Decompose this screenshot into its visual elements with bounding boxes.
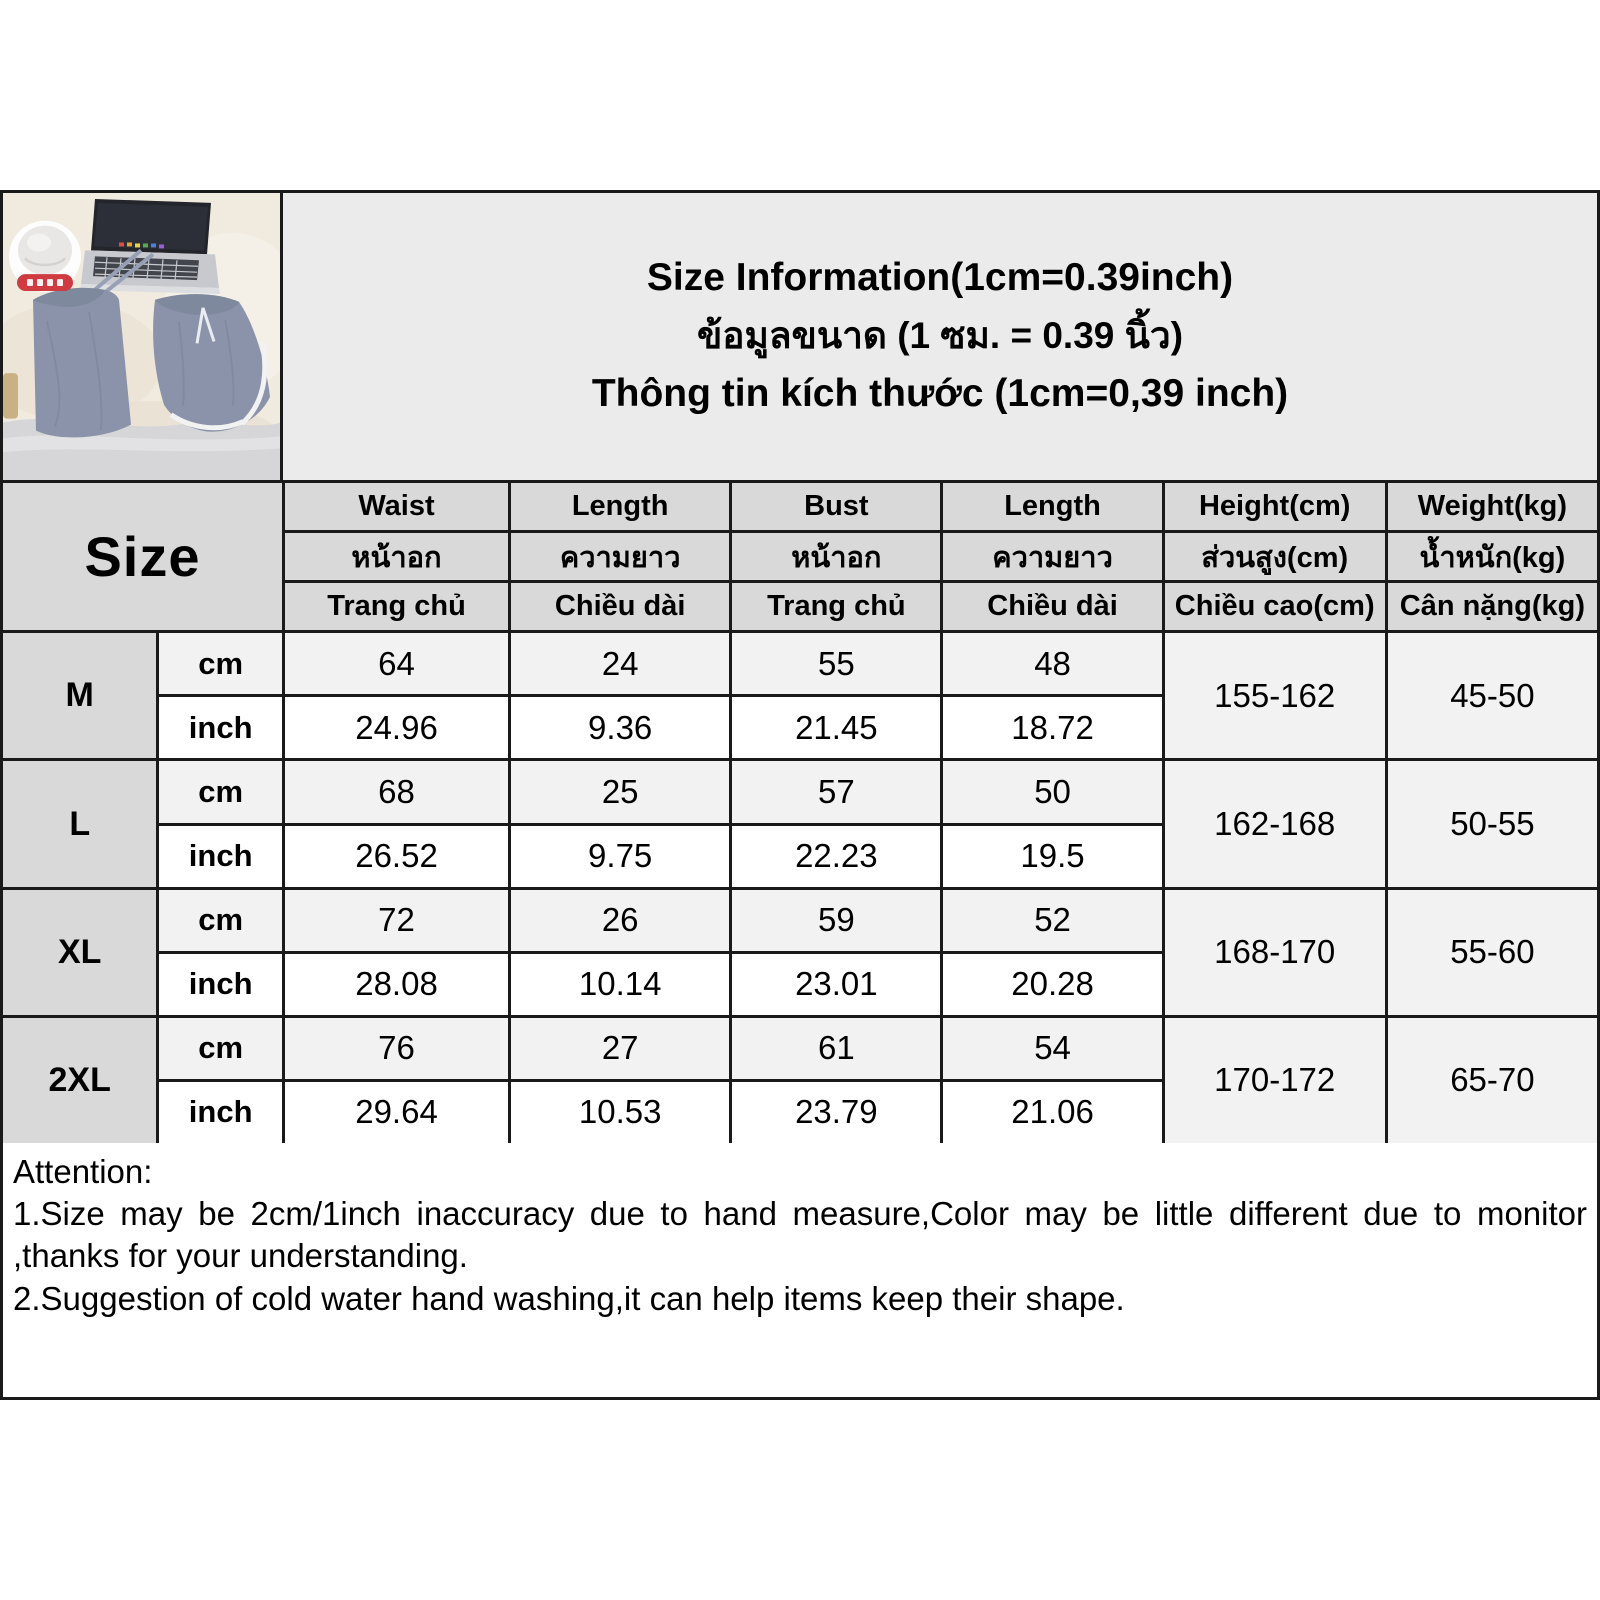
xl-height: 168-170 [1164, 889, 1385, 1015]
header-height-vi: Chiều cao(cm) [1164, 583, 1385, 631]
l-inch-length2: 19.5 [943, 825, 1162, 887]
l-cm-waist: 68 [284, 761, 509, 823]
xl-inch-bust: 23.01 [732, 953, 941, 1015]
2xl-cm-length1: 27 [511, 1017, 730, 1079]
laptop-illustration [80, 198, 220, 294]
product-photo-illustration [3, 193, 280, 480]
m-cm-length1: 24 [511, 633, 730, 695]
m-cm-waist: 64 [284, 633, 509, 695]
2xl-inch-length1: 10.53 [511, 1081, 730, 1143]
attention-note-2: 2.Suggestion of cold water hand washing,… [13, 1279, 1125, 1317]
unit-cm-xl: cm [159, 889, 282, 951]
attention-section: Attention: 1.Size may be 2cm/1inch inacc… [3, 1143, 1597, 1397]
attention-note-1: 1.Size may be 2cm/1inch inaccuracy due t… [13, 1195, 1587, 1275]
header-length2-th: ความยาว [943, 533, 1162, 581]
tank-top-illustration [33, 248, 155, 438]
l-inch-length1: 9.75 [511, 825, 730, 887]
unit-inch-m: inch [159, 697, 282, 759]
xl-weight: 55-60 [1387, 889, 1597, 1015]
size-label-l: L [3, 761, 157, 887]
l-cm-length2: 50 [943, 761, 1162, 823]
m-inch-length2: 18.72 [943, 697, 1162, 759]
m-height: 155-162 [1164, 633, 1385, 759]
shorts-illustration [153, 294, 270, 432]
2xl-inch-bust: 23.79 [732, 1081, 941, 1143]
size-table: Size Waist Length Bust Length Height(cm)… [3, 483, 1597, 1143]
header-waist-th: หน้าอก [284, 533, 509, 581]
size-information-title: Size Information(1cm=0.39inch) ข้อมูลขนา… [280, 193, 1597, 480]
m-weight: 45-50 [1387, 633, 1597, 759]
m-inch-bust: 21.45 [732, 697, 941, 759]
unit-cm-2xl: cm [159, 1017, 282, 1079]
size-label-m: M [3, 633, 157, 759]
header-length1-en: Length [511, 483, 730, 531]
l-cm-bust: 57 [732, 761, 941, 823]
2xl-cm-waist: 76 [284, 1017, 509, 1079]
size-label-2xl: 2XL [3, 1017, 157, 1143]
2xl-height: 170-172 [1164, 1017, 1385, 1143]
xl-inch-length2: 20.28 [943, 953, 1162, 1015]
size-chart-sheet: Size Information(1cm=0.39inch) ข้อมูลขนา… [0, 190, 1600, 1400]
unit-inch-xl: inch [159, 953, 282, 1015]
header-waist-en: Waist [284, 483, 509, 531]
2xl-inch-length2: 21.06 [943, 1081, 1162, 1143]
header-bust-vi: Trang chủ [732, 583, 941, 631]
header-length2-vi: Chiều dài [943, 583, 1162, 631]
bra-pad-badge-icon [9, 220, 81, 292]
title-english: Size Information(1cm=0.39inch) [646, 256, 1234, 300]
xl-inch-length1: 10.14 [511, 953, 730, 1015]
header-weight-en: Weight(kg) [1387, 483, 1597, 531]
header-length2-en: Length [943, 483, 1162, 531]
l-height: 162-168 [1164, 761, 1385, 887]
unit-inch-l: inch [159, 825, 282, 887]
header-height-th: ส่วนสูง(cm) [1164, 533, 1385, 581]
unit-inch-2xl: inch [159, 1081, 282, 1143]
title-thai: ข้อมูลขนาด (1 ซม. = 0.39 นิ้ว) [696, 315, 1184, 357]
l-inch-bust: 22.23 [732, 825, 941, 887]
xl-cm-bust: 59 [732, 889, 941, 951]
size-label-xl: XL [3, 889, 157, 1015]
2xl-inch-waist: 29.64 [284, 1081, 509, 1143]
product-photo [3, 193, 280, 480]
header-bust-th: หน้าอก [732, 533, 941, 581]
header-length1-vi: Chiều dài [511, 583, 730, 631]
title-vietnamese: Thông tin kích thước (1cm=0,39 inch) [591, 371, 1289, 415]
m-cm-length2: 48 [943, 633, 1162, 695]
unit-cm-l: cm [159, 761, 282, 823]
m-inch-waist: 24.96 [284, 697, 509, 759]
header-weight-vi: Cân nặng(kg) [1387, 583, 1597, 631]
unit-cm-m: cm [159, 633, 282, 695]
l-inch-waist: 26.52 [284, 825, 509, 887]
xl-cm-length2: 52 [943, 889, 1162, 951]
xl-inch-waist: 28.08 [284, 953, 509, 1015]
header-section: Size Information(1cm=0.39inch) ข้อมูลขนา… [3, 193, 1597, 483]
header-waist-vi: Trang chủ [284, 583, 509, 631]
m-inch-length1: 9.36 [511, 697, 730, 759]
header-bust-en: Bust [732, 483, 941, 531]
size-header: Size [3, 483, 282, 631]
2xl-cm-bust: 61 [732, 1017, 941, 1079]
l-weight: 50-55 [1387, 761, 1597, 887]
xl-cm-waist: 72 [284, 889, 509, 951]
attention-heading: Attention: [13, 1153, 153, 1190]
m-cm-bust: 55 [732, 633, 941, 695]
header-weight-th: น้ำหนัก(kg) [1387, 533, 1597, 581]
header-length1-th: ความยาว [511, 533, 730, 581]
2xl-weight: 65-70 [1387, 1017, 1597, 1143]
l-cm-length1: 25 [511, 761, 730, 823]
2xl-cm-length2: 54 [943, 1017, 1162, 1079]
header-height-en: Height(cm) [1164, 483, 1385, 531]
xl-cm-length1: 26 [511, 889, 730, 951]
